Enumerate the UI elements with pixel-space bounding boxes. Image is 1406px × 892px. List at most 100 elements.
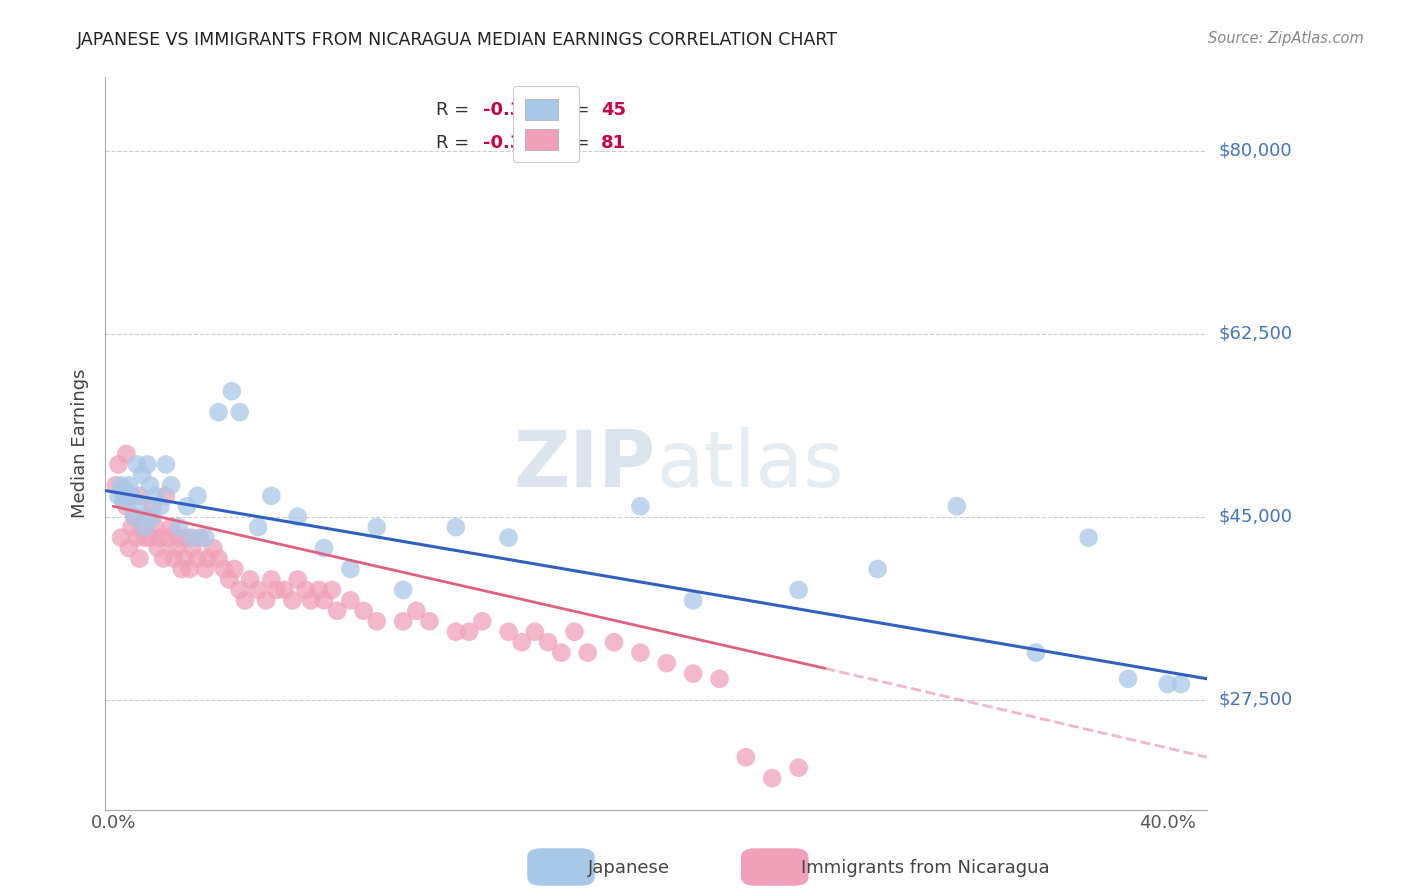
Point [149, 500, 172, 514]
Point [118, 541, 141, 555]
Point [444, 520, 467, 534]
Point [131, 520, 153, 534]
Text: R =: R = [436, 102, 475, 120]
Text: -0.390: -0.390 [484, 135, 547, 153]
Point [564, 624, 586, 639]
Point [287, 573, 309, 587]
Point [339, 593, 361, 607]
Point [628, 500, 651, 514]
Point [281, 593, 304, 607]
Point [294, 582, 316, 597]
Text: Immigrants from Nicaragua: Immigrants from Nicaragua [801, 859, 1050, 877]
Point [139, 531, 162, 545]
Point [179, 562, 201, 576]
Text: Source: ZipAtlas.com: Source: ZipAtlas.com [1208, 31, 1364, 46]
Point [112, 494, 135, 508]
Point [131, 467, 153, 482]
Point [143, 489, 166, 503]
Point [224, 562, 246, 576]
Point [149, 531, 172, 545]
Point [458, 624, 481, 639]
Point [121, 489, 143, 503]
Text: -0.393: -0.393 [484, 102, 547, 120]
Point [125, 458, 148, 472]
Point [308, 582, 330, 597]
Point [392, 615, 415, 629]
Point [128, 489, 150, 503]
Point [945, 500, 967, 514]
Point [107, 489, 129, 503]
Point [1077, 531, 1099, 545]
Point [326, 604, 349, 618]
Point [165, 541, 187, 555]
Point [312, 541, 335, 555]
Point [163, 551, 186, 566]
Legend: , : , [513, 87, 579, 162]
Point [128, 551, 150, 566]
Point [523, 624, 546, 639]
Point [537, 635, 560, 649]
Point [167, 520, 190, 534]
Point [228, 582, 250, 597]
Point [167, 531, 190, 545]
Point [1170, 677, 1192, 691]
Point [107, 458, 129, 472]
Point [155, 489, 177, 503]
Point [254, 593, 277, 607]
Point [603, 635, 626, 649]
Point [247, 520, 270, 534]
Point [498, 624, 520, 639]
Point [218, 573, 240, 587]
Point [655, 656, 678, 670]
Point [418, 615, 440, 629]
Point [299, 593, 322, 607]
Point [866, 562, 889, 576]
Text: 45: 45 [602, 102, 626, 120]
Point [176, 531, 198, 545]
Point [186, 489, 208, 503]
Point [115, 483, 138, 498]
Point [266, 582, 288, 597]
Point [1116, 672, 1139, 686]
Point [576, 646, 599, 660]
Text: $27,500: $27,500 [1219, 690, 1292, 709]
Point [709, 672, 731, 686]
Point [194, 562, 217, 576]
Point [787, 761, 810, 775]
Point [221, 384, 243, 399]
Point [176, 500, 198, 514]
Text: Japanese: Japanese [588, 859, 669, 877]
Point [143, 520, 166, 534]
Point [160, 520, 183, 534]
Point [110, 531, 132, 545]
Point [498, 531, 520, 545]
Point [228, 405, 250, 419]
Point [628, 646, 651, 660]
Point [125, 531, 148, 545]
Text: $45,000: $45,000 [1219, 508, 1292, 525]
Point [134, 520, 156, 534]
Text: N =: N = [538, 102, 596, 120]
Point [287, 509, 309, 524]
Point [312, 593, 335, 607]
Text: N =: N = [538, 135, 596, 153]
Point [112, 489, 135, 503]
Point [118, 478, 141, 492]
Point [273, 582, 295, 597]
Point [682, 593, 704, 607]
Point [136, 458, 159, 472]
Point [181, 541, 204, 555]
Point [181, 531, 204, 545]
Point [104, 478, 127, 492]
Point [188, 531, 211, 545]
Point [122, 509, 145, 524]
Point [142, 509, 165, 524]
Point [121, 520, 143, 534]
Point [139, 478, 162, 492]
Point [444, 624, 467, 639]
Point [157, 531, 180, 545]
Point [510, 635, 533, 649]
Point [142, 500, 165, 514]
Point [207, 551, 229, 566]
Point [152, 551, 174, 566]
